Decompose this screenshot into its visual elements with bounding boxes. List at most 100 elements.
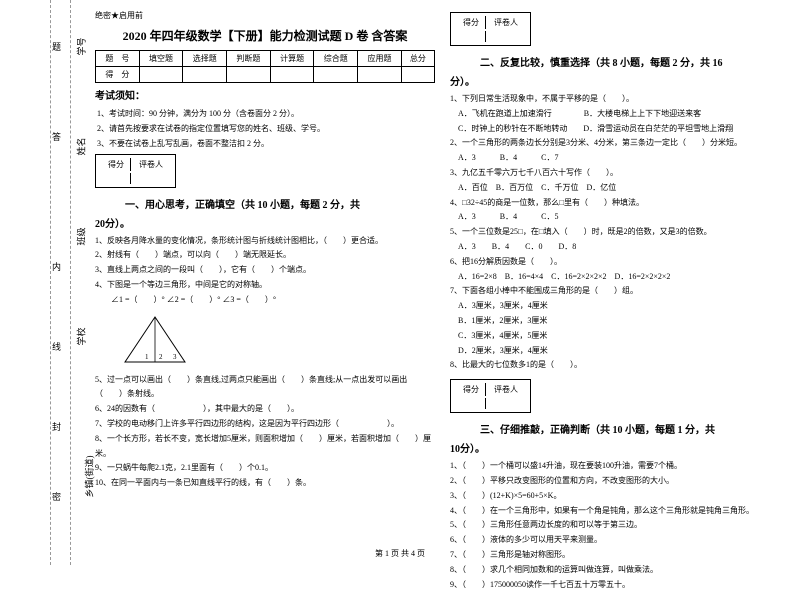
section2-head: 二、反复比较，慎重选择（共 8 小题，每题 2 分，共 16 (480, 54, 790, 69)
q-item: 9、（ ）175000050读作一千七百五十万零五十。 (450, 578, 790, 592)
left-column: 绝密★启用前 2020 年四年级数学【下册】能力检测试题 D 卷 含答案 题 号… (95, 10, 435, 592)
q-item: 4、（ ）在一个三角形中，如果有一个角是钝角，那么这个三角形就是钝角三角形。 (450, 504, 790, 519)
th: 应用题 (358, 51, 402, 67)
td (358, 67, 402, 83)
score-entry-box: 得分评卷人 (95, 154, 176, 188)
angle-label: 3 (173, 353, 177, 361)
q-item: 8、一个长方形，若长不变，宽长增加5厘米，则面积增加（ ）厘米，若面积增加（ ）… (95, 432, 435, 462)
q-item: 1、（ ）一个桶可以盛14升油，现在要装100升油，需要7个桶。 (450, 459, 790, 474)
sidebar-label-id: 学号 (75, 37, 88, 55)
q-item: 8、比最大的七位数多1的是（ ）。 (450, 358, 790, 373)
q-item: 5、过一点可以画出（ ）条直线,过两点只能画出（ ）条直线;从一点出发可以画出（… (95, 373, 435, 403)
q-item: 3、九亿五千零六万七千八百六十写作（ ）。 (450, 166, 790, 181)
th: 选择题 (183, 51, 227, 67)
reviewer-label: 评卷人 (133, 158, 169, 171)
binding-sidebar: 学号 姓名 班级 学校 乡镇(街道) 题 答 内 线 封 密 (0, 0, 90, 565)
question-block: 1、反映各月降水量的变化情况，条形统计图与折线统计图相比，（ ）更合适。 2、射… (95, 234, 435, 308)
notice-item: 2、请首先按要求在试卷的指定位置填写您的姓名、班级、学号。 (97, 121, 435, 136)
sidebar-label-town: 乡镇(街道) (83, 456, 96, 498)
q-item: 2、一个三角形的两条边长分别是3分米、4分米，第三条边一定比（ ）分米短。 (450, 136, 790, 151)
q-item: 7、学校的电动移门上许多平行四边形的结构，这是因为平行四边形（ ）。 (95, 417, 435, 432)
dashed-label: 封 (52, 420, 61, 433)
section3-head: 三、仔细推敲，正确判断（共 10 小题，每题 1 分，共 (480, 421, 790, 436)
q-item: A．3厘米，3厘米，4厘米 (450, 299, 790, 314)
main-content: 绝密★启用前 2020 年四年级数学【下册】能力检测试题 D 卷 含答案 题 号… (95, 10, 790, 592)
q-item: 4、下图是一个等边三角形，中间是它的对称轴。 (95, 278, 435, 293)
q-item: D．2厘米，3厘米，4厘米 (450, 344, 790, 359)
exam-title: 2020 年四年级数学【下册】能力检测试题 D 卷 含答案 (95, 27, 435, 44)
th: 判断题 (227, 51, 271, 67)
angle-label: 2 (159, 353, 163, 361)
reviewer-label: 评卷人 (488, 383, 524, 396)
notice-list: 1、考试时间：90 分钟，满分为 100 分（含卷面分 2 分）。 2、请首先按… (97, 106, 435, 152)
q-item: B．1厘米，2厘米，3厘米 (450, 314, 790, 329)
dashed-label: 线 (52, 340, 61, 353)
score-table: 题 号 填空题 选择题 判断题 计算题 综合题 应用题 总分 得 分 (95, 50, 435, 83)
q-item: A．3 B．4 C．0 D．8 (450, 240, 790, 255)
q-item: 2、（ ）平移只改变图形的位置和方向，不改变图形的大小。 (450, 474, 790, 489)
q-item: 6、把16分解质因数是（ ）。 (450, 255, 790, 270)
th: 计算题 (270, 51, 314, 67)
q-item: 7、下面各组小棒中不能围成三角形的是（ ）组。 (450, 284, 790, 299)
dashed-label: 题 (52, 40, 61, 53)
q-item: 6、24的因数有（ ），其中最大的是（ ）。 (95, 402, 435, 417)
q-item: 1、下列日常生活现象中，不属于平移的是（ ）。 (450, 92, 790, 107)
dashed-line-inner (50, 0, 51, 565)
q-item: C．时钟上的秒针在不断地转动 D．滑雪运动员在白茫茫的平坦雪地上滑翔 (450, 122, 790, 137)
notice-item: 1、考试时间：90 分钟，满分为 100 分（含卷面分 2 分）。 (97, 106, 435, 121)
q-item: A．百位 B．百万位 C．千万位 D．亿位 (450, 181, 790, 196)
q-item: 3、直线上两点之间的一段叫（ ），它有（ ）个端点。 (95, 263, 435, 278)
right-column: 得分评卷人 二、反复比较，慎重选择（共 8 小题，每题 2 分，共 16 分）。… (450, 10, 790, 592)
td (183, 67, 227, 83)
dashed-label: 密 (52, 490, 61, 503)
score-entry-box: 得分评卷人 (450, 12, 531, 46)
section3-tail: 10分）。 (450, 440, 790, 455)
page-footer: 第 1 页 共 4 页 (0, 548, 800, 559)
score-entry-box: 得分评卷人 (450, 379, 531, 413)
q-item: A．16=2×8 B．16=4×4 C．16=2×2×2×2 D．16=2×2×… (450, 270, 790, 285)
question-block: 1、（ ）一个桶可以盛14升油，现在要装100升油，需要7个桶。 2、（ ）平移… (450, 459, 790, 592)
sidebar-label-school: 学校 (75, 327, 88, 345)
td: 得 分 (96, 67, 140, 83)
score-label: 得分 (457, 16, 486, 29)
table-row: 得 分 (96, 67, 435, 83)
q-item: A．3 B．4 C．5 (450, 210, 790, 225)
table-row: 题 号 填空题 选择题 判断题 计算题 综合题 应用题 总分 (96, 51, 435, 67)
question-block: 1、下列日常生活现象中，不属于平移的是（ ）。 A．飞机在跑道上加速滑行 B．大… (450, 92, 790, 373)
question-block: 5、过一点可以画出（ ）条直线,过两点只能画出（ ）条直线;从一点出发可以画出（… (95, 373, 435, 491)
th: 总分 (401, 51, 434, 67)
q-item: ∠1 =（ ）° ∠2 =（ ）° ∠3 =（ ）° (95, 293, 435, 308)
reviewer-label: 评卷人 (488, 16, 524, 29)
triangle-figure: 1 2 3 (115, 312, 195, 367)
td (270, 67, 314, 83)
q-item: 5、一个三位数是25□，在□填入（ ）时，既是2的倍数，又是3的倍数。 (450, 225, 790, 240)
q-item: 5、（ ）三角形任意两边长度的和可以等于第三边。 (450, 518, 790, 533)
section1-head: 一、用心思考，正确填空（共 10 小题，每题 2 分，共 (125, 196, 435, 211)
notice-title: 考试须知： (95, 87, 435, 102)
td (227, 67, 271, 83)
td (401, 67, 434, 83)
section1-tail: 20分）。 (95, 215, 435, 230)
sidebar-label-name: 姓名 (75, 137, 88, 155)
q-item: 6、（ ）液体的多少可以用天平来测量。 (450, 533, 790, 548)
section2-tail: 分）。 (450, 73, 790, 88)
th: 填空题 (139, 51, 183, 67)
secret-label: 绝密★启用前 (95, 10, 435, 21)
score-label: 得分 (457, 383, 486, 396)
angle-label: 1 (145, 353, 149, 361)
q-item: A．飞机在跑道上加速滑行 B．大楼电梯上上下下地迎送来客 (450, 107, 790, 122)
dashed-label: 内 (52, 260, 61, 273)
q-item: 3、（ ）(12+K)×5=60+5×K。 (450, 489, 790, 504)
q-item: 4、□32÷45的商是一位数，那么□里有（ ）种填法。 (450, 196, 790, 211)
q-item: 1、反映各月降水量的变化情况，条形统计图与折线统计图相比，（ ）更合适。 (95, 234, 435, 249)
q-item: C．3厘米，4厘米，5厘米 (450, 329, 790, 344)
dashed-line-outer (70, 0, 71, 565)
dashed-label: 答 (52, 130, 61, 143)
score-label: 得分 (102, 158, 131, 171)
th: 题 号 (96, 51, 140, 67)
sidebar-label-class: 班级 (75, 227, 88, 245)
q-item: 2、射线有（ ）端点，可以向（ ）端无限延长。 (95, 248, 435, 263)
td (139, 67, 183, 83)
td (314, 67, 358, 83)
th: 综合题 (314, 51, 358, 67)
